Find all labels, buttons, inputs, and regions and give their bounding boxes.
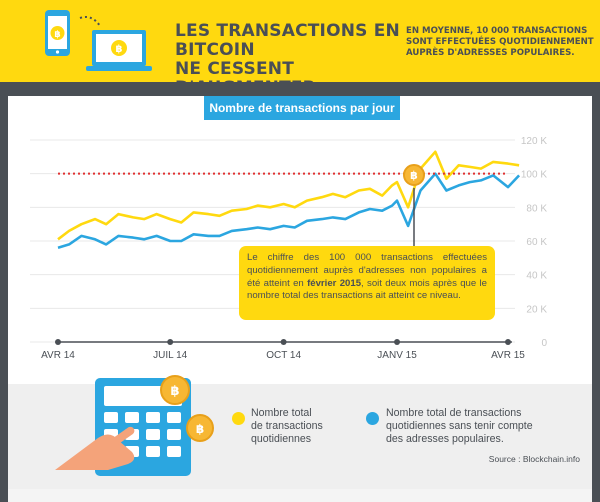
legend-total-line-3: quotidiennes	[251, 433, 312, 445]
legend-nonpop-line-2: quotidiennes sans tenir compte	[386, 420, 533, 432]
subtitle-line-1: EN MOYENNE, 10 000 TRANSACTIONS	[406, 26, 588, 36]
footer-strip	[8, 489, 592, 502]
y-tick-label: 20 K	[526, 304, 547, 315]
x-axis: AVR 14 JUIL 14 OCT 14 JANV 15 AVR 15	[41, 339, 525, 361]
y-tick-label: 60 K	[526, 237, 547, 248]
legend-dot-non-popular	[366, 412, 379, 425]
legend-nonpop-line-3: des adresses populaires.	[386, 433, 504, 445]
callout-text-1: Le chiffre des 100 000 transactions effe…	[247, 252, 487, 289]
y-axis-ticks: 0 20 K 40 K 60 K 80 K 100 K 120 K	[521, 136, 548, 349]
y-tick-label: 100 K	[521, 170, 547, 181]
series-line-total	[57, 150, 520, 241]
x-tick-label: JANV 15	[377, 350, 417, 361]
svg-text:฿: ฿	[54, 30, 60, 40]
subtitle-line-2: SONT EFFECTUÉES QUOTIDIENNEMENT	[406, 37, 594, 47]
x-tick-dot	[55, 339, 61, 345]
legend-nonpop-line-1: Nombre total de transactions	[386, 407, 522, 419]
chart-title-badge: Nombre de transactions par jour	[204, 96, 400, 120]
callout-text-2: , soit deux mois après que le nombre tot…	[247, 277, 488, 302]
x-tick-label: AVR 15	[491, 350, 525, 361]
callout-highlight: février 2015	[307, 277, 362, 289]
y-tick-label: 40 K	[526, 271, 547, 282]
legend-dot-total	[232, 412, 245, 425]
svg-text:฿: ฿	[196, 422, 204, 436]
legend-total-line-1: Nombre total	[251, 407, 312, 419]
x-tick-label: JUIL 14	[153, 350, 188, 361]
y-tick-label: 120 K	[521, 136, 547, 147]
svg-text:฿: ฿	[116, 44, 123, 55]
laptop-bitcoin-icon: ฿	[86, 30, 152, 71]
title-line-1: LES TRANSACTIONS EN BITCOIN	[175, 21, 400, 60]
bitcoin-coin-icon: ฿	[403, 164, 425, 186]
svg-text:฿: ฿	[410, 169, 418, 182]
series-line-non-popular	[57, 172, 521, 249]
callout-box: Le chiffre des 100 000 transactions effe…	[239, 246, 495, 320]
x-tick-label: AVR 14	[41, 350, 75, 361]
divider-band	[0, 82, 600, 96]
calculator-hand-icon: ฿ ฿	[55, 375, 214, 476]
y-tick-label: 80 K	[526, 203, 547, 214]
legend-total-line-2: de transactions	[251, 420, 323, 432]
legend-label-non-popular: Nombre total de transactions quotidienne…	[386, 407, 586, 446]
page-subtitle: EN MOYENNE, 10 000 TRANSACTIONS SONT EFF…	[406, 26, 596, 59]
x-tick-dot	[280, 339, 287, 345]
x-tick-label: OCT 14	[266, 350, 301, 361]
y-tick-label: 0	[541, 338, 547, 349]
x-tick-dot	[394, 339, 401, 345]
x-tick-dot	[505, 339, 511, 345]
series-layer	[57, 150, 521, 249]
source-note: Source : Blockchain.info	[488, 454, 580, 464]
x-tick-dot	[167, 339, 174, 345]
phone-bitcoin-icon: ฿	[45, 10, 101, 56]
legend-label-total: Nombre total de transactions quotidienne…	[251, 407, 371, 446]
subtitle-line-3: AUPRÈS D'ADRESSES POPULAIRES.	[406, 48, 575, 58]
svg-text:฿: ฿	[170, 384, 179, 399]
